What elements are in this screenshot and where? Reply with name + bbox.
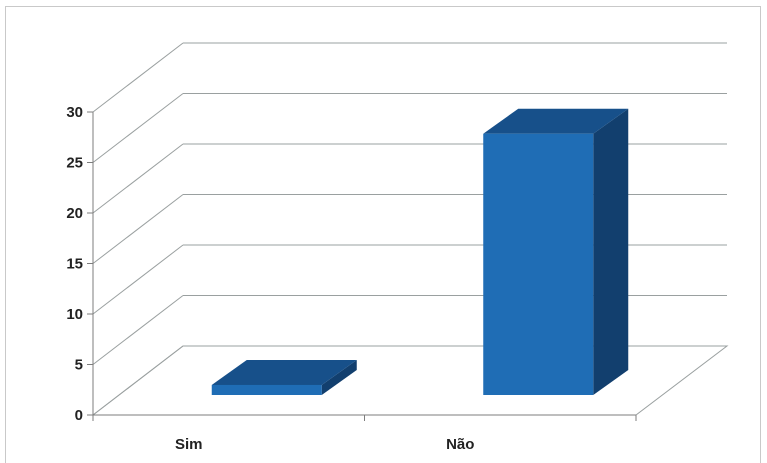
labels: 0 5 10 15 20 25 30 Sim Não	[66, 104, 474, 453]
bar-side	[321, 359, 357, 395]
y-tick-label: 5	[75, 357, 83, 374]
bar-side	[593, 108, 629, 395]
x-category-label: Sim	[175, 436, 203, 453]
bar-nao	[483, 108, 629, 395]
gridline-side	[92, 143, 184, 214]
chart-floor-outline	[91, 345, 729, 416]
gridline-side	[92, 295, 184, 365]
bar-front	[211, 384, 322, 395]
y-tick-label: 20	[66, 205, 83, 222]
bar-top	[483, 108, 629, 134]
gridline-side	[92, 42, 184, 113]
y-tick-label: 10	[66, 306, 83, 323]
y-tick-label: 25	[66, 155, 83, 172]
chart-floor	[91, 345, 729, 416]
bar-front	[483, 133, 594, 395]
x-category-label: Não	[446, 436, 474, 453]
axes	[87, 111, 637, 421]
y-tick-label: 30	[66, 104, 83, 121]
bar-sim	[211, 359, 357, 395]
bars	[211, 108, 629, 395]
gridline-side	[92, 244, 184, 315]
gridline-side	[92, 194, 184, 264]
bar-top	[211, 359, 357, 385]
y-tick-label: 15	[66, 256, 83, 273]
gridline-side	[92, 93, 184, 163]
y-tick-label: 0	[75, 407, 83, 424]
gridlines	[92, 42, 727, 416]
